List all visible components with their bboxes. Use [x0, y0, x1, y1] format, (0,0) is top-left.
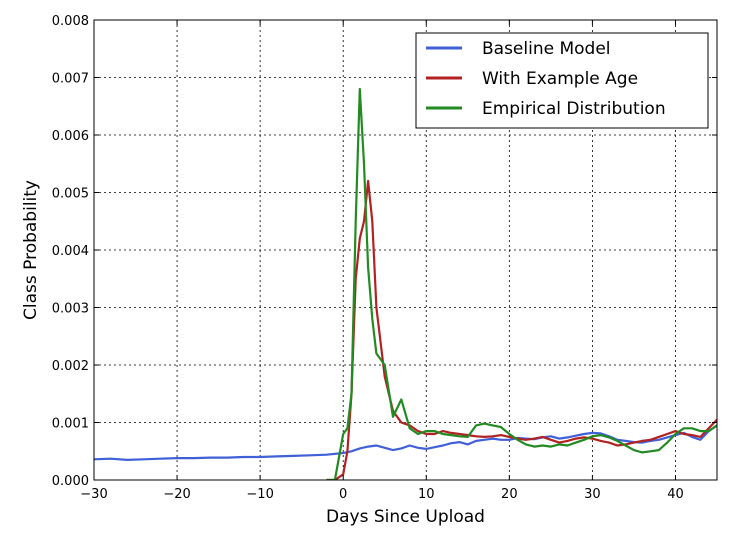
plot-series [94, 87, 717, 480]
x-tick-label: −20 [163, 487, 190, 502]
y-tick-label: 0.005 [52, 187, 89, 202]
x-tick-label: 40 [667, 487, 684, 502]
axis-ticks [93, 19, 717, 481]
x-tick-labels: −30 −20 −10 0 10 20 30 40 [80, 487, 683, 502]
legend-box [415, 32, 709, 129]
series-line-2 [326, 87, 717, 480]
x-axis-label: Days Since Upload [326, 507, 485, 527]
legend-entry: With Example Age [482, 69, 638, 89]
x-tick-label: −10 [246, 487, 273, 502]
x-tick-label: 20 [501, 487, 518, 502]
y-axis-label: Class Probability [21, 180, 41, 320]
y-tick-labels: 0.000 0.001 0.002 0.003 0.004 0.005 0.006 0.007… [52, 14, 89, 489]
y-tick-label: 0.008 [52, 14, 89, 29]
series-line-1 [326, 179, 717, 480]
y-tick-label: 0.000 [52, 474, 89, 489]
x-tick-label: 0 [339, 487, 347, 502]
y-tick-label: 0.004 [52, 244, 89, 259]
y-tick-label: 0.003 [52, 302, 89, 317]
legend-entry: Empirical Distribution [482, 99, 666, 119]
y-tick-label: 0.007 [52, 72, 89, 87]
series-line-0 [94, 424, 717, 461]
legend: Baseline Model With Example Age Empirical … [415, 32, 709, 129]
y-tick-label: 0.001 [52, 417, 89, 432]
legend-entry: Baseline Model [482, 39, 611, 59]
y-tick-label: 0.006 [52, 129, 89, 144]
x-tick-label: 10 [418, 487, 435, 502]
x-tick-label: 30 [584, 487, 601, 502]
x-tick-label: −30 [80, 487, 107, 502]
y-tick-label: 0.002 [52, 359, 89, 374]
